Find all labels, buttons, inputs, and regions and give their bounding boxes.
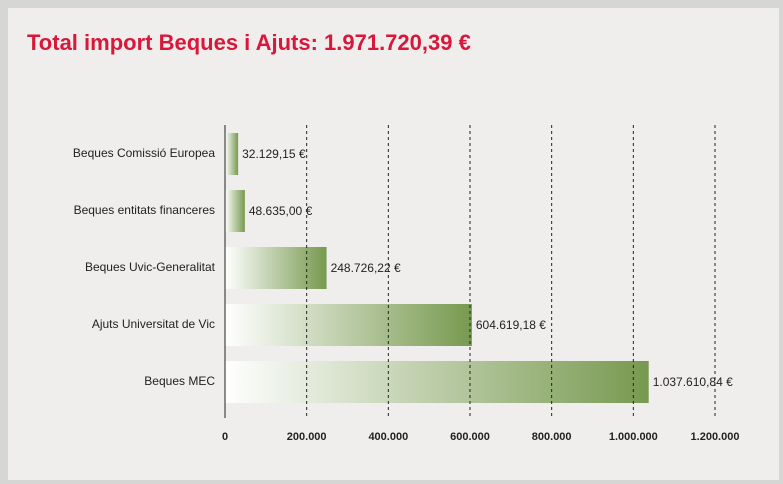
bar — [225, 190, 245, 232]
bar — [225, 247, 327, 289]
x-tick-label: 200.000 — [287, 431, 327, 443]
x-tick-label: 1.000.000 — [609, 431, 658, 443]
x-tick-label: 600.000 — [450, 431, 490, 443]
x-tick-label: 1.200.000 — [691, 431, 740, 443]
value-label: 32.129,15 € — [242, 147, 306, 161]
value-label: 248.726,22 € — [331, 261, 401, 275]
y-tick-label: Beques Uvic-Generalitat — [85, 260, 216, 274]
bar — [225, 361, 649, 403]
y-tick-label: Ajuts Universitat de Vic — [92, 317, 215, 331]
value-label: 604.619,18 € — [476, 318, 546, 332]
y-tick-label: Beques MEC — [144, 374, 215, 388]
y-tick-label: Beques Comissió Europea — [73, 146, 215, 160]
x-tick-label: 800.000 — [532, 431, 572, 443]
x-tick-label: 400.000 — [368, 431, 408, 443]
value-label: 1.037.610,84 € — [653, 375, 733, 389]
bar — [225, 133, 239, 175]
chart-title: Total import Beques i Ajuts: 1.971.720,3… — [27, 30, 471, 55]
x-tick-label: 0 — [222, 431, 228, 443]
value-label: 48.635,00 € — [249, 204, 313, 218]
y-tick-label: Beques entitats financeres — [74, 203, 215, 217]
bar — [225, 304, 472, 346]
